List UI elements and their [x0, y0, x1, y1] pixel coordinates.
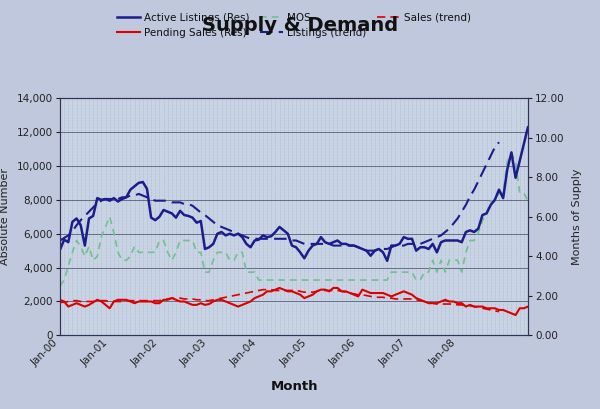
Text: Supply & Demand: Supply & Demand	[202, 16, 398, 35]
Y-axis label: Absolute Number: Absolute Number	[0, 168, 10, 265]
Y-axis label: Months of Supply: Months of Supply	[572, 169, 581, 265]
Legend: Active Listings (Res), Pending Sales (Res), MOS, Listings (trend), Sales (trend): Active Listings (Res), Pending Sales (Re…	[113, 9, 475, 42]
X-axis label: Month: Month	[270, 380, 318, 393]
